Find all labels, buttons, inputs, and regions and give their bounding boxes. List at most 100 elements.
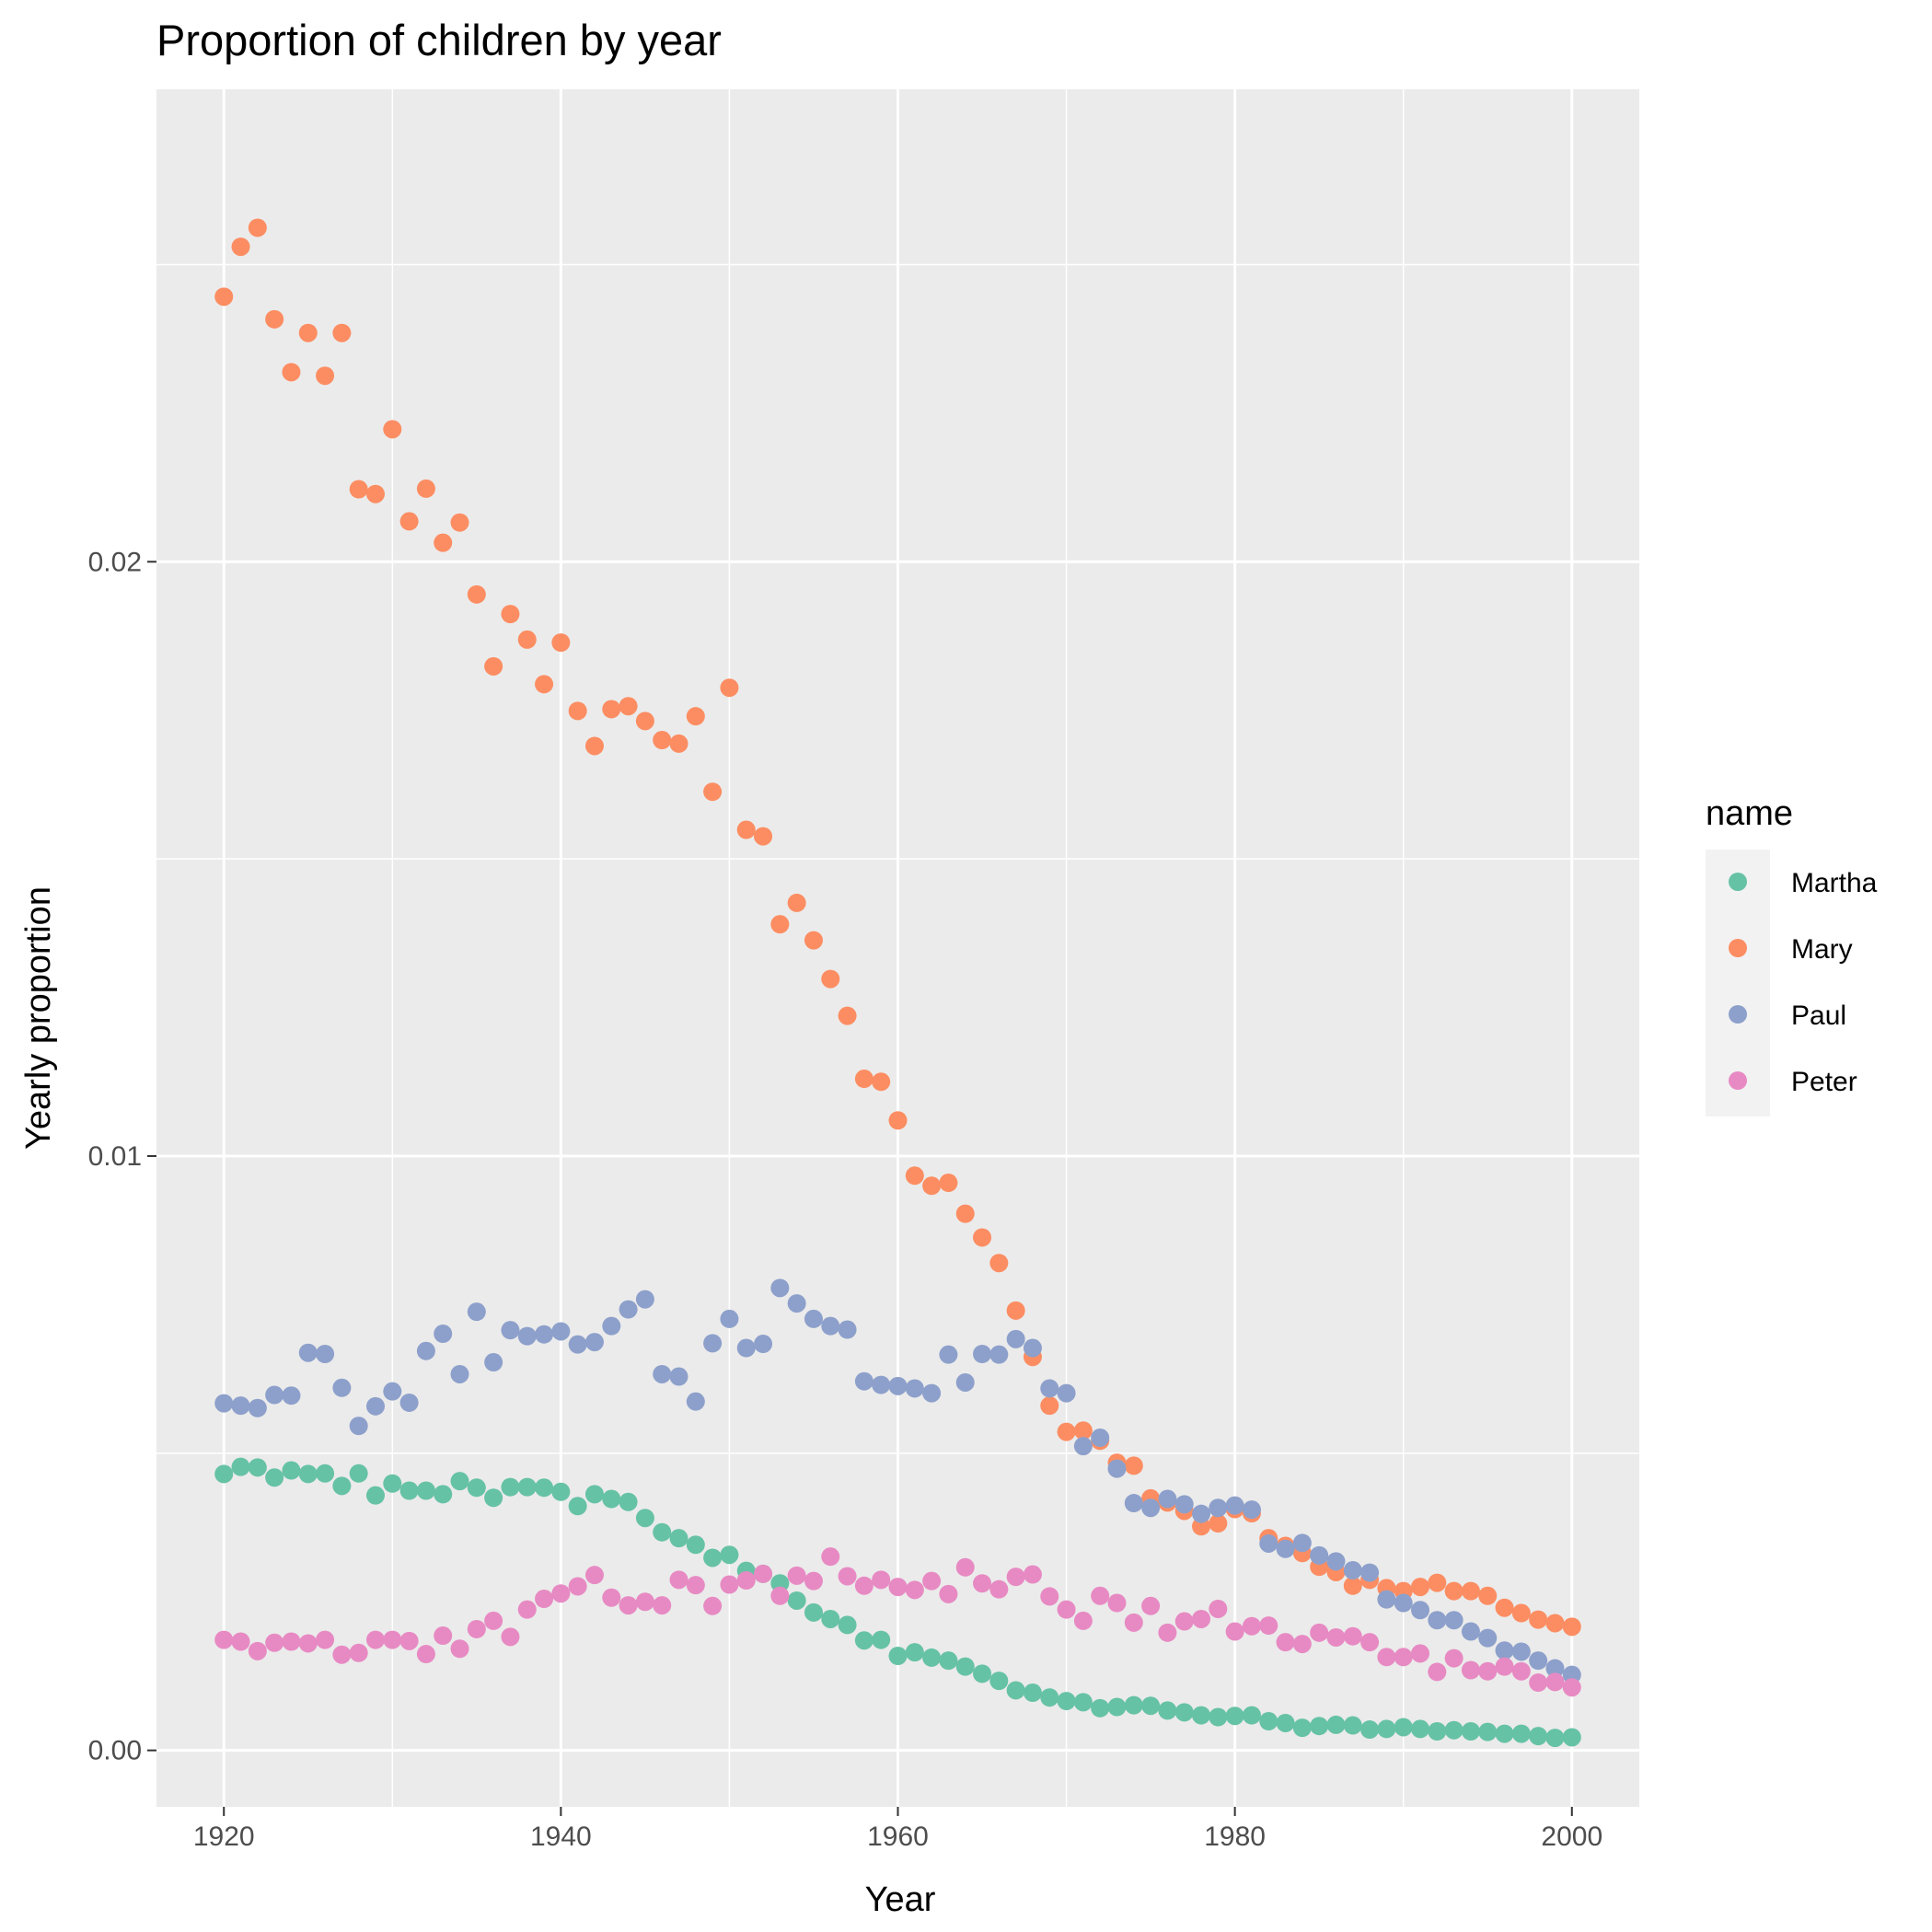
- data-point: [1057, 1383, 1076, 1403]
- y-axis-title: Yearly proportion: [19, 886, 58, 1150]
- data-point: [568, 1497, 587, 1516]
- data-point: [316, 1463, 335, 1483]
- data-point: [1394, 1718, 1413, 1737]
- data-point: [383, 420, 402, 439]
- data-point: [653, 1522, 672, 1542]
- data-point: [1461, 1721, 1480, 1741]
- data-point: [1107, 1593, 1127, 1613]
- data-points: [214, 218, 1581, 1748]
- data-point: [720, 1575, 739, 1594]
- data-point: [686, 1576, 705, 1595]
- data-point: [1040, 1587, 1059, 1606]
- data-point: [703, 1334, 723, 1353]
- data-point: [584, 1566, 604, 1585]
- data-point: [399, 1631, 419, 1650]
- data-point: [1174, 1703, 1194, 1722]
- grid-major: [156, 89, 1639, 1807]
- data-point: [231, 1396, 250, 1416]
- data-point: [450, 513, 469, 532]
- data-point: [872, 1630, 891, 1649]
- legend-key-mary: [1729, 939, 1747, 957]
- data-point: [1209, 1707, 1228, 1727]
- data-point: [854, 1070, 873, 1089]
- data-point: [1310, 1545, 1329, 1565]
- data-point: [434, 1626, 453, 1646]
- data-point: [484, 1488, 503, 1508]
- data-point: [1040, 1396, 1059, 1416]
- data-point: [298, 1634, 318, 1653]
- data-point: [821, 1316, 840, 1336]
- data-point: [416, 1481, 435, 1500]
- data-point: [1006, 1681, 1025, 1700]
- data-point: [434, 1325, 453, 1344]
- data-point: [888, 1111, 908, 1130]
- data-point: [1310, 1623, 1329, 1642]
- data-point: [1141, 1596, 1161, 1615]
- data-point: [804, 1309, 823, 1328]
- data-point: [770, 1586, 790, 1605]
- x-tick-label: 1980: [1204, 1822, 1266, 1852]
- data-point: [1444, 1720, 1463, 1740]
- data-point: [1242, 1616, 1261, 1636]
- data-point: [248, 1458, 267, 1477]
- data-point: [1394, 1593, 1413, 1613]
- data-point: [298, 323, 318, 342]
- data-point: [1495, 1641, 1514, 1660]
- data-point: [517, 1477, 537, 1497]
- data-point: [1209, 1498, 1228, 1518]
- x-axis-title: Year: [865, 1880, 936, 1919]
- data-point: [1495, 1724, 1514, 1743]
- data-point: [669, 1529, 688, 1548]
- data-point: [1562, 1728, 1581, 1747]
- data-point: [973, 1344, 992, 1363]
- data-point: [517, 1326, 537, 1346]
- data-point: [1259, 1712, 1278, 1731]
- series-paul: [214, 1278, 1581, 1684]
- data-point: [399, 1481, 419, 1500]
- data-point: [653, 1364, 672, 1383]
- data-point: [1411, 1601, 1430, 1620]
- data-point: [1428, 1611, 1447, 1630]
- data-point: [282, 363, 301, 382]
- data-point: [1310, 1717, 1329, 1736]
- data-point: [1073, 1437, 1093, 1456]
- data-point: [535, 1325, 554, 1344]
- data-point: [669, 734, 688, 753]
- data-point: [804, 1602, 823, 1622]
- data-point: [1377, 1590, 1396, 1609]
- data-point: [568, 701, 587, 721]
- data-point: [720, 678, 739, 698]
- data-point: [450, 1472, 469, 1491]
- legend-title: name: [1706, 794, 1793, 833]
- data-point: [821, 969, 840, 989]
- data-point: [1360, 1563, 1380, 1582]
- data-point: [416, 479, 435, 498]
- legend-label: Mary: [1791, 934, 1853, 965]
- data-point: [517, 630, 537, 649]
- data-point: [1495, 1598, 1514, 1617]
- data-point: [1091, 1429, 1110, 1448]
- data-point: [1511, 1642, 1531, 1661]
- data-point: [1360, 1720, 1380, 1740]
- data-point: [349, 1463, 368, 1483]
- y-tick-label: 0.02: [88, 547, 142, 577]
- data-point: [1040, 1379, 1059, 1398]
- data-point: [1006, 1568, 1025, 1587]
- data-point: [1225, 1706, 1244, 1726]
- data-point: [1478, 1722, 1498, 1741]
- data-point: [1545, 1659, 1565, 1678]
- data-point: [1107, 1697, 1127, 1717]
- data-point: [584, 1485, 604, 1504]
- legend-label: Martha: [1791, 868, 1878, 898]
- data-point: [838, 1006, 857, 1025]
- data-point: [1545, 1672, 1565, 1692]
- data-point: [1073, 1611, 1093, 1630]
- data-point: [349, 1643, 368, 1662]
- data-point: [416, 1645, 435, 1664]
- data-point: [332, 1645, 352, 1664]
- data-point: [484, 1353, 503, 1372]
- data-point: [619, 1596, 638, 1615]
- data-point: [214, 1394, 234, 1413]
- legend-key-peter: [1729, 1071, 1747, 1090]
- data-point: [736, 1570, 756, 1590]
